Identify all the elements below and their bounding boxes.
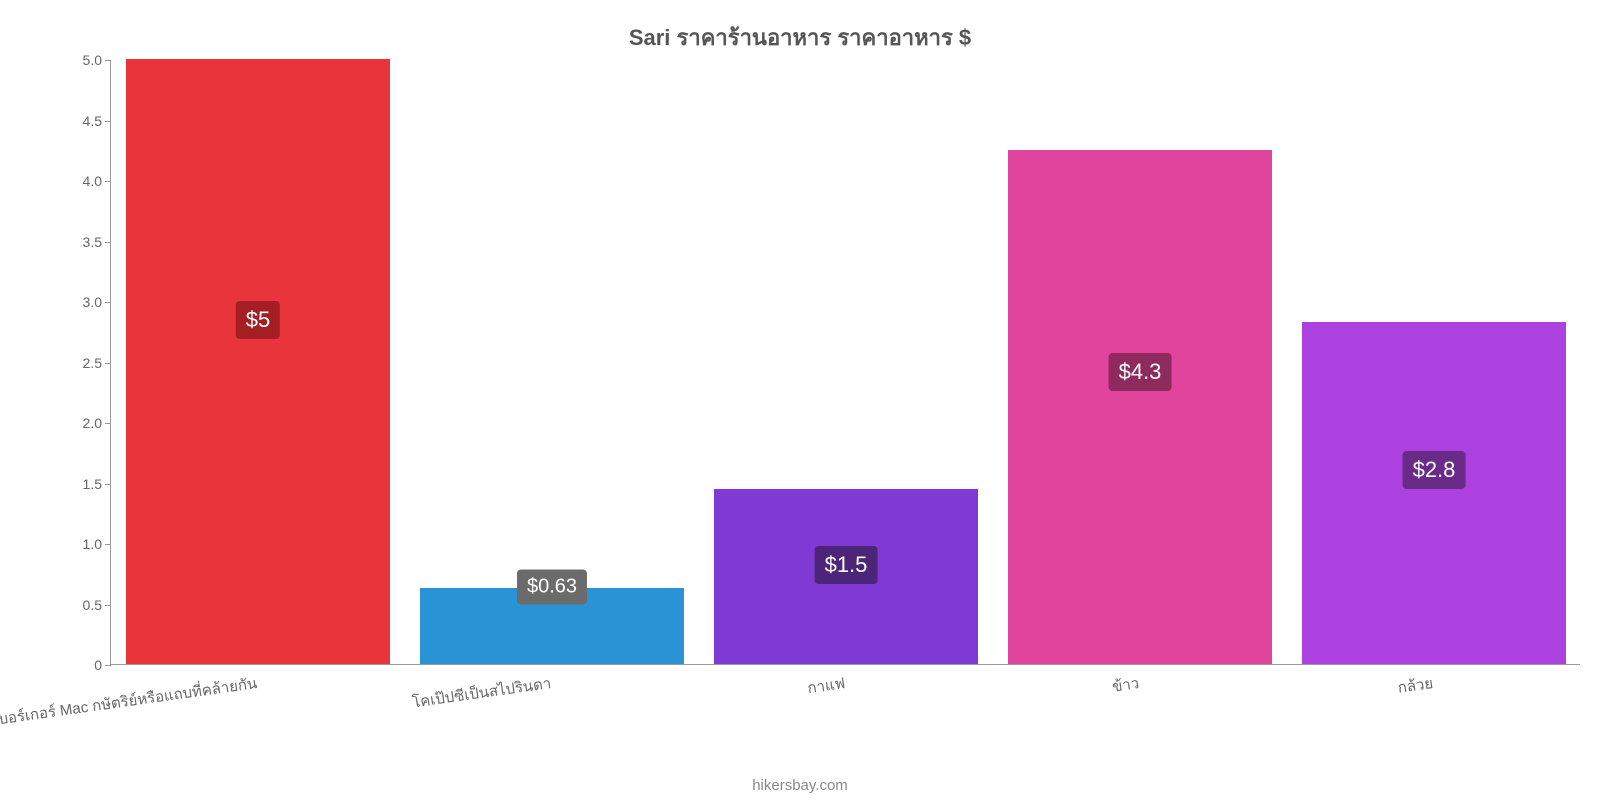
plot-area: $5 $0.63 $1.5 $4.3 $2.8 — [110, 60, 1580, 665]
chart-title: Sari ราคาร้านอาหาร ราคาอาหาร $ — [0, 20, 1600, 55]
value-badge: $0.63 — [517, 569, 587, 604]
chart-footer: hikersbay.com — [0, 777, 1600, 794]
bar — [1302, 322, 1567, 664]
chart-container: Sari ราคาร้านอาหาร ราคาอาหาร $ $5 $0.63 $1… — [0, 0, 1600, 800]
x-axis-label: กาแฟ — [806, 671, 847, 700]
bar — [126, 59, 391, 664]
y-tick-mark — [105, 302, 111, 303]
x-axis-label: กล้วย — [1396, 671, 1434, 700]
bar — [1008, 150, 1273, 664]
y-tick-label: 1.5 — [83, 476, 102, 492]
y-tick-label: 0 — [94, 657, 102, 673]
x-axis-label: ข้าว — [1110, 671, 1140, 699]
y-tick-label: 5.0 — [83, 52, 102, 68]
y-tick-label: 1.0 — [83, 536, 102, 552]
value-badge: $2.8 — [1403, 451, 1466, 489]
x-axis-label: โคเป๊ปซีเป็นสไปรินดา — [411, 671, 553, 714]
x-axis-label: เบอร์เกอร์ Mac กษัตริย์หรือแถบที่คล้ายกั… — [0, 671, 259, 732]
value-badge: $4.3 — [1109, 353, 1172, 391]
y-tick-mark — [105, 121, 111, 122]
y-tick-label: 4.0 — [83, 173, 102, 189]
y-tick-label: 0.5 — [83, 597, 102, 613]
y-tick-mark — [105, 242, 111, 243]
y-tick-mark — [105, 181, 111, 182]
value-badge: $5 — [236, 301, 280, 339]
value-badge: $1.5 — [815, 546, 878, 584]
y-tick-label: 2.0 — [83, 415, 102, 431]
y-tick-label: 2.5 — [83, 355, 102, 371]
y-tick-mark — [105, 665, 111, 666]
y-tick-mark — [105, 60, 111, 61]
y-tick-mark — [105, 605, 111, 606]
y-tick-label: 4.5 — [83, 113, 102, 129]
y-tick-mark — [105, 423, 111, 424]
y-tick-mark — [105, 544, 111, 545]
y-tick-mark — [105, 484, 111, 485]
y-tick-label: 3.0 — [83, 294, 102, 310]
y-tick-label: 3.5 — [83, 234, 102, 250]
y-tick-mark — [105, 363, 111, 364]
